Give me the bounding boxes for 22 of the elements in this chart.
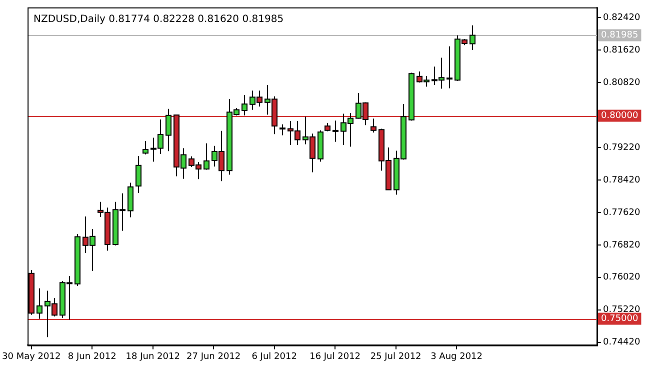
y-tick-label: 0.77620 bbox=[603, 208, 640, 218]
y-tick-label: 0.74420 bbox=[603, 338, 640, 348]
x-tick-label: 8 Jun 2012 bbox=[68, 352, 116, 362]
y-tick-label: 0.82420 bbox=[603, 12, 640, 23]
y-tick-label: 0.76820 bbox=[603, 240, 640, 250]
text: NZDUSD,Daily 0.81774 0.82228 0.81620 0.81985 bbox=[34, 14, 284, 25]
x-tick-label: 27 Jun 2012 bbox=[186, 352, 241, 362]
x-tick-label: 30 May 2012 bbox=[2, 352, 61, 362]
ref-line-label: 0.80000 bbox=[601, 111, 638, 122]
x-tick-label: 18 Jun 2012 bbox=[126, 352, 180, 362]
ref-line-label: 0.75000 bbox=[601, 314, 638, 324]
y-tick-label: 0.75220 bbox=[603, 305, 640, 316]
x-tick-label: 3 Aug 2012 bbox=[430, 352, 483, 362]
y-tick-label: 0.79220 bbox=[603, 142, 640, 153]
y-tick-label: 0.81620 bbox=[603, 45, 640, 56]
x-tick-label: 6 Jul 2012 bbox=[252, 352, 297, 362]
ref-line-label: 0.81985 bbox=[601, 30, 638, 41]
y-tick-label: 0.78420 bbox=[603, 175, 640, 186]
y-tick-label: 0.80820 bbox=[603, 78, 640, 88]
y-tick-label: 0.76020 bbox=[603, 272, 640, 283]
x-tick-label: 25 Jul 2012 bbox=[370, 352, 422, 362]
x-tick-label: 16 Jul 2012 bbox=[310, 352, 361, 362]
